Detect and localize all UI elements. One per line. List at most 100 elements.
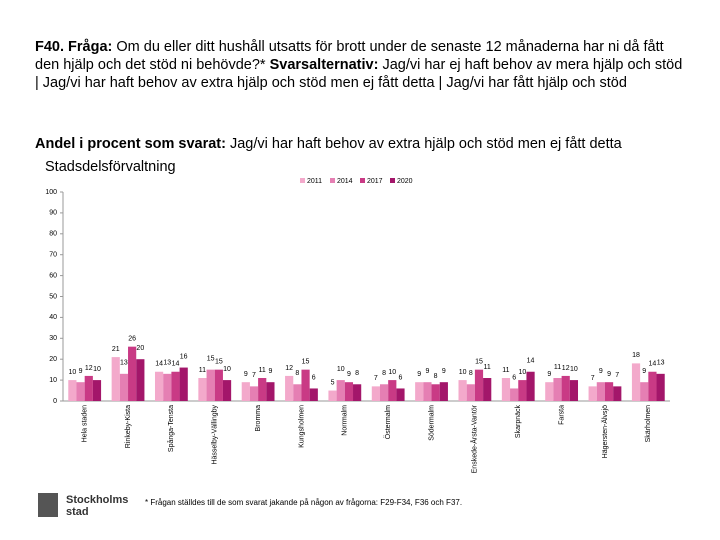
value-label: 18 <box>632 352 640 359</box>
bar <box>206 369 215 401</box>
legend-label: 2014 <box>337 178 353 185</box>
value-label: 8 <box>382 370 386 377</box>
text-segment: F40. Fråga: <box>35 39 113 55</box>
value-label: 15 <box>215 358 223 365</box>
bar <box>285 375 294 401</box>
x-tick-label: Östermalm <box>384 405 392 439</box>
logo: Stockholms stad <box>38 493 128 518</box>
bar <box>569 380 579 401</box>
y-tick-label: 100 <box>45 189 57 196</box>
value-label: 15 <box>207 355 215 362</box>
value-label: 9 <box>347 371 351 378</box>
value-label: 14 <box>649 361 657 368</box>
value-label: 11 <box>199 367 206 374</box>
y-tick-label: 0 <box>53 398 57 405</box>
value-label: 5 <box>331 379 335 386</box>
value-label: 10 <box>337 366 345 373</box>
bar <box>119 373 129 401</box>
x-tick-label: Hässelby-Vällingby <box>212 405 219 465</box>
x-tick-label: Norrmalm <box>342 405 349 436</box>
value-label: 13 <box>120 360 128 367</box>
value-label: 14 <box>155 361 163 368</box>
x-tick-label: Spånga-Tensta <box>167 405 175 452</box>
value-label: 9 <box>244 371 248 378</box>
bar <box>301 369 310 401</box>
y-tick-label: 70 <box>49 252 57 259</box>
bar <box>561 375 570 401</box>
bar <box>128 346 137 401</box>
value-label: 8 <box>469 370 473 377</box>
x-tick-label: Skärholmen <box>645 405 652 442</box>
bar <box>171 371 180 401</box>
x-tick-label: Hägersten-Älvsjö <box>601 405 609 458</box>
bar <box>336 380 345 401</box>
legend-swatch <box>360 178 365 183</box>
value-label: 15 <box>475 358 483 365</box>
value-label: 7 <box>374 375 378 382</box>
legend-swatch <box>330 178 335 183</box>
bar <box>596 382 605 401</box>
legend-swatch <box>300 178 305 183</box>
bar <box>631 363 641 401</box>
bar <box>371 386 380 401</box>
bar <box>344 382 354 401</box>
legend-label: 2020 <box>397 178 413 185</box>
value-label: 6 <box>312 374 316 381</box>
text-segment: Jag/vi har ej haft behov av mera hjälp o… <box>35 57 683 91</box>
bar <box>510 388 519 401</box>
bar <box>474 369 484 401</box>
bar <box>222 380 232 401</box>
bar <box>163 373 172 401</box>
legend-label: 2011 <box>307 178 322 185</box>
bar <box>518 380 527 401</box>
text-segment: Andel i procent som svarat: <box>35 136 226 152</box>
value-label: 10 <box>388 369 396 376</box>
value-label: 11 <box>259 367 266 374</box>
bar <box>545 382 554 401</box>
y-tick-label: 90 <box>49 210 57 217</box>
x-tick-label: Kungsholmen <box>298 405 305 448</box>
bar <box>136 359 145 401</box>
text-segment: Jag/vi har haft behov av extra hjälp och… <box>225 136 622 152</box>
bar <box>648 371 657 401</box>
bar <box>423 382 432 401</box>
bar <box>415 382 424 401</box>
bar <box>588 386 597 401</box>
value-label: 9 <box>547 371 551 378</box>
bar <box>353 384 362 401</box>
bar <box>431 384 440 401</box>
text-segment: Svarsalternativ: <box>269 57 379 73</box>
bar <box>458 380 467 401</box>
chart-title: Stadsdelsförvaltning <box>45 159 176 175</box>
bar <box>309 388 318 401</box>
value-label: 10 <box>570 366 578 373</box>
x-tick-label: Farsta <box>558 405 565 425</box>
legend-label: 2017 <box>367 178 383 185</box>
x-tick-label: Rinkeby-Kista <box>125 405 132 448</box>
bar <box>76 382 85 401</box>
value-label: 14 <box>527 358 535 365</box>
value-label: 7 <box>615 372 619 379</box>
value-label: 6 <box>512 374 516 381</box>
value-label: 15 <box>302 358 310 365</box>
bar <box>640 382 649 401</box>
value-label: 10 <box>223 366 231 373</box>
bar <box>198 378 207 401</box>
value-label: 9 <box>607 371 611 378</box>
bar <box>266 382 275 401</box>
footnote: * Frågan ställdes till de som svarat jak… <box>145 498 462 507</box>
y-tick-label: 30 <box>49 335 57 342</box>
value-label: 10 <box>459 369 467 376</box>
value-label: 13 <box>163 360 171 367</box>
question-title: F40. Fråga: Om du eller ditt hushåll uts… <box>35 38 690 92</box>
value-label: 13 <box>657 360 665 367</box>
bar <box>328 390 337 401</box>
value-label: 9 <box>642 368 646 375</box>
bar <box>249 386 259 401</box>
value-label: 8 <box>295 370 299 377</box>
value-label: 11 <box>502 367 509 374</box>
value-label: 7 <box>252 372 256 379</box>
value-label: 9 <box>79 368 83 375</box>
subtitle: Andel i procent som svarat: Jag/vi har h… <box>35 135 690 153</box>
